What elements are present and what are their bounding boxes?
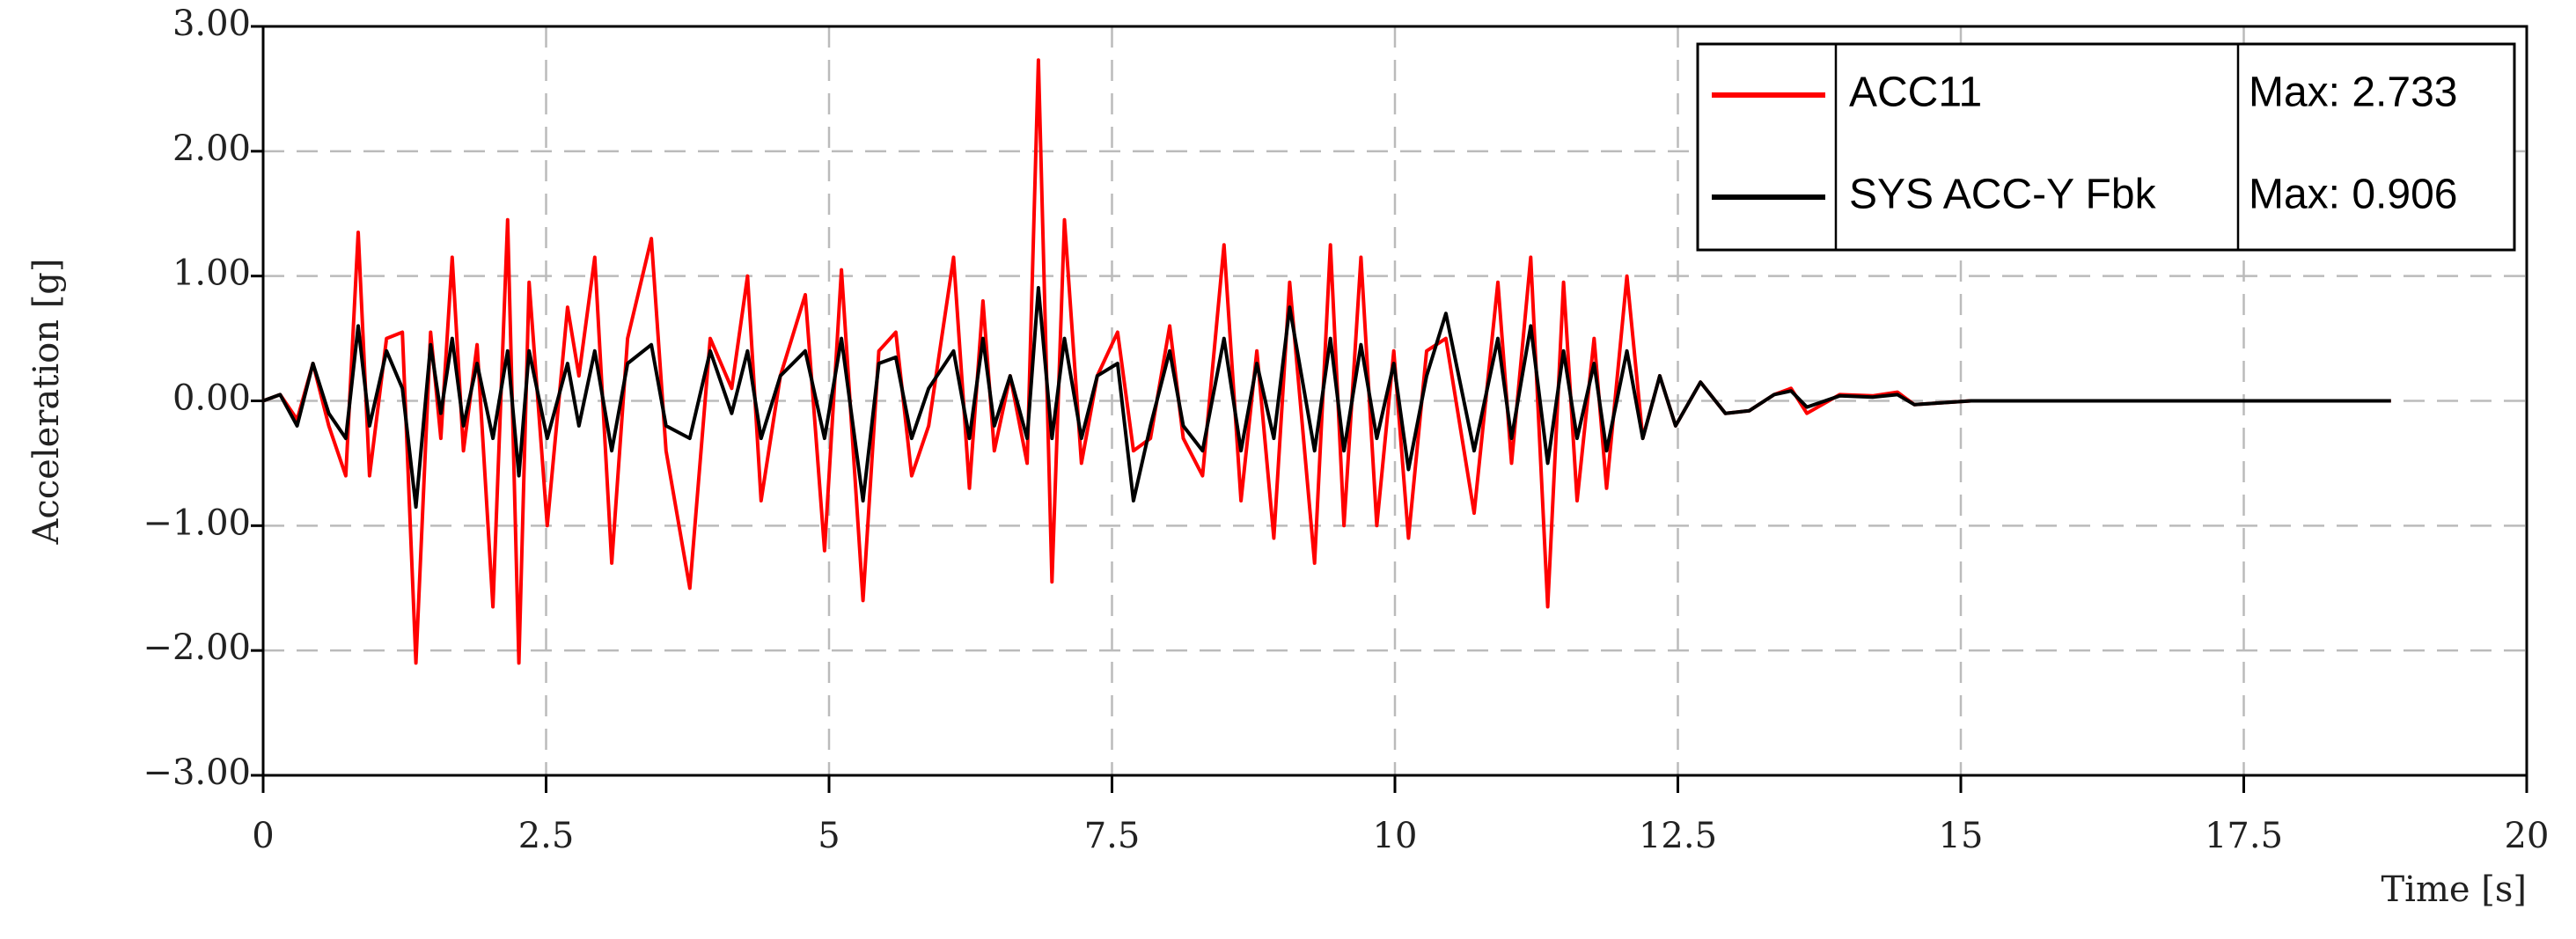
x-tick-label: 10: [1373, 816, 1418, 856]
y-tick-label: −3.00: [143, 752, 251, 793]
x-tick-label: 7.5: [1084, 816, 1141, 856]
series-line: [262, 58, 2391, 665]
y-tick-label: −2.00: [143, 627, 251, 668]
y-tick-label: 1.00: [172, 253, 251, 294]
x-tick-label: 15: [1939, 816, 1984, 856]
legend-max: Max: 2.733: [2249, 70, 2457, 116]
legend-box: [1696, 42, 2516, 252]
x-tick-label: 2.5: [518, 816, 575, 856]
series-line: [262, 286, 2391, 510]
x-tick-label: 5: [818, 816, 840, 856]
y-axis-label: Acceleration [g]: [26, 258, 67, 545]
x-tick-label: 17.5: [2205, 816, 2283, 856]
legend-label: SYS ACC-Y Fbk: [1849, 172, 2157, 218]
y-tick-label: 3.00: [172, 4, 251, 44]
y-tick-label: −1.00: [143, 503, 251, 543]
legend-max: Max: 0.906: [2249, 172, 2457, 218]
y-tick-label: 2.00: [172, 128, 251, 169]
x-axis-label: Time [s]: [2381, 869, 2527, 910]
legend-label: ACC11: [1849, 70, 1982, 116]
y-tick-label: 0.00: [172, 378, 251, 419]
x-tick-label: 0: [252, 816, 274, 856]
x-tick-label: 12.5: [1639, 816, 1717, 856]
x-tick-label: 20: [2505, 816, 2550, 856]
